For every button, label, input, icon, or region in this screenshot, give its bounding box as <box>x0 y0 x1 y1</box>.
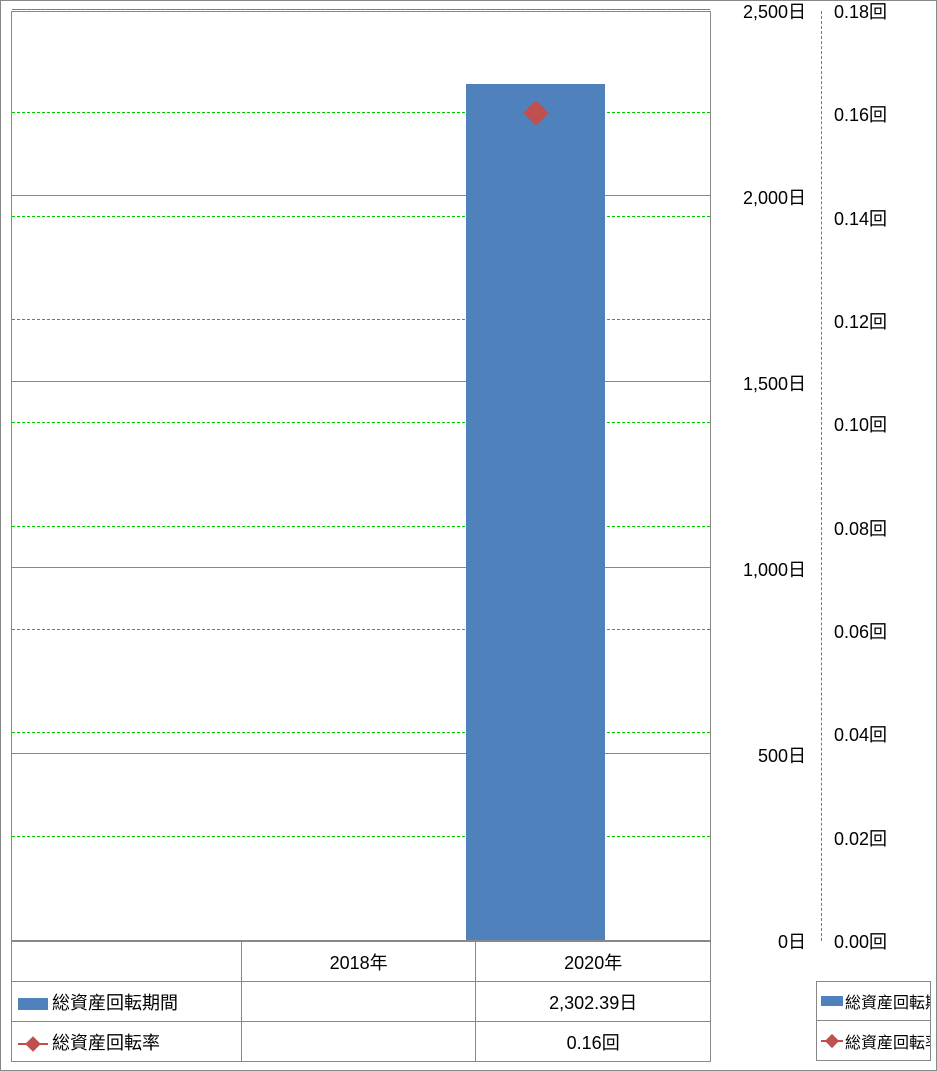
chart-container: 0日 500日 1,000日 1,500日 2,000日 2,500日 0.00回 0.02… <box>0 0 937 1071</box>
y2-tick-label: 0.00回 <box>834 928 887 954</box>
y1-tick-label: 500日 <box>758 742 806 768</box>
table-cell <box>241 1022 476 1062</box>
legend-item: 総資産回転率 <box>816 1021 931 1061</box>
y1-tick-label: 0日 <box>778 928 806 954</box>
y1-gridline <box>12 753 710 754</box>
table-header-blank <box>12 942 242 982</box>
data-table: 2018年 2020年 総資産回転期間 2,302.39日 総資産回転率 0.1… <box>11 941 711 1062</box>
y2-tick-label: 0.10回 <box>834 411 887 437</box>
y2-gridline <box>12 526 710 527</box>
y2-tick-label: 0.06回 <box>834 618 887 644</box>
table-series-label: 総資産回転期間 <box>12 982 242 1022</box>
marker-swatch-icon <box>18 1037 48 1051</box>
marker-swatch-icon <box>821 1034 843 1048</box>
y2-gridline <box>12 9 710 10</box>
legend-item: 総資産回転期間 <box>816 981 931 1021</box>
table-row: 総資産回転率 0.16回 <box>12 1022 711 1062</box>
y2-gridline <box>12 732 710 733</box>
y1-axis: 0日500日1,000日1,500日2,000日2,500日 <box>716 11 806 941</box>
y2-tick-label: 0.04回 <box>834 721 887 747</box>
y1-tick-label: 2,500日 <box>743 0 806 24</box>
y1-tick-label: 2,000日 <box>743 184 806 210</box>
bar <box>466 84 606 940</box>
y1-tick-label: 1,000日 <box>743 556 806 582</box>
y2-tick-label: 0.16回 <box>834 101 887 127</box>
y2-gridline <box>12 836 710 837</box>
y2-gridline <box>12 319 710 320</box>
table-series-label: 総資産回転率 <box>12 1022 242 1062</box>
y2-gridline <box>12 216 710 217</box>
y2-tick-label: 0.08回 <box>834 515 887 541</box>
plot-area <box>11 11 711 941</box>
table-row: 総資産回転期間 2,302.39日 <box>12 982 711 1022</box>
table-cell: 2,302.39日 <box>476 982 711 1022</box>
table-cell: 0.16回 <box>476 1022 711 1062</box>
y2-gridline <box>12 112 710 113</box>
y2-tick-label: 0.18回 <box>834 0 887 24</box>
table-header-category: 2020年 <box>476 942 711 982</box>
legend: 総資産回転期間 総資産回転率 <box>816 981 931 1061</box>
y1-gridline <box>12 567 710 568</box>
table-cell <box>241 982 476 1022</box>
bar-swatch-icon <box>18 998 48 1010</box>
y2-tick-label: 0.14回 <box>834 205 887 231</box>
bar-swatch-icon <box>821 996 843 1006</box>
table-row: 2018年 2020年 <box>12 942 711 982</box>
y2-axis: 0.00回0.02回0.04回0.06回0.08回0.10回0.12回0.14回… <box>821 11 926 941</box>
y1-tick-label: 1,500日 <box>743 370 806 396</box>
y2-gridline <box>12 422 710 423</box>
table-header-category: 2018年 <box>241 942 476 982</box>
y1-gridline <box>12 381 710 382</box>
y2-tick-label: 0.12回 <box>834 308 887 334</box>
y1-gridline <box>12 195 710 196</box>
y2-tick-label: 0.02回 <box>834 825 887 851</box>
y2-gridline <box>12 629 710 630</box>
